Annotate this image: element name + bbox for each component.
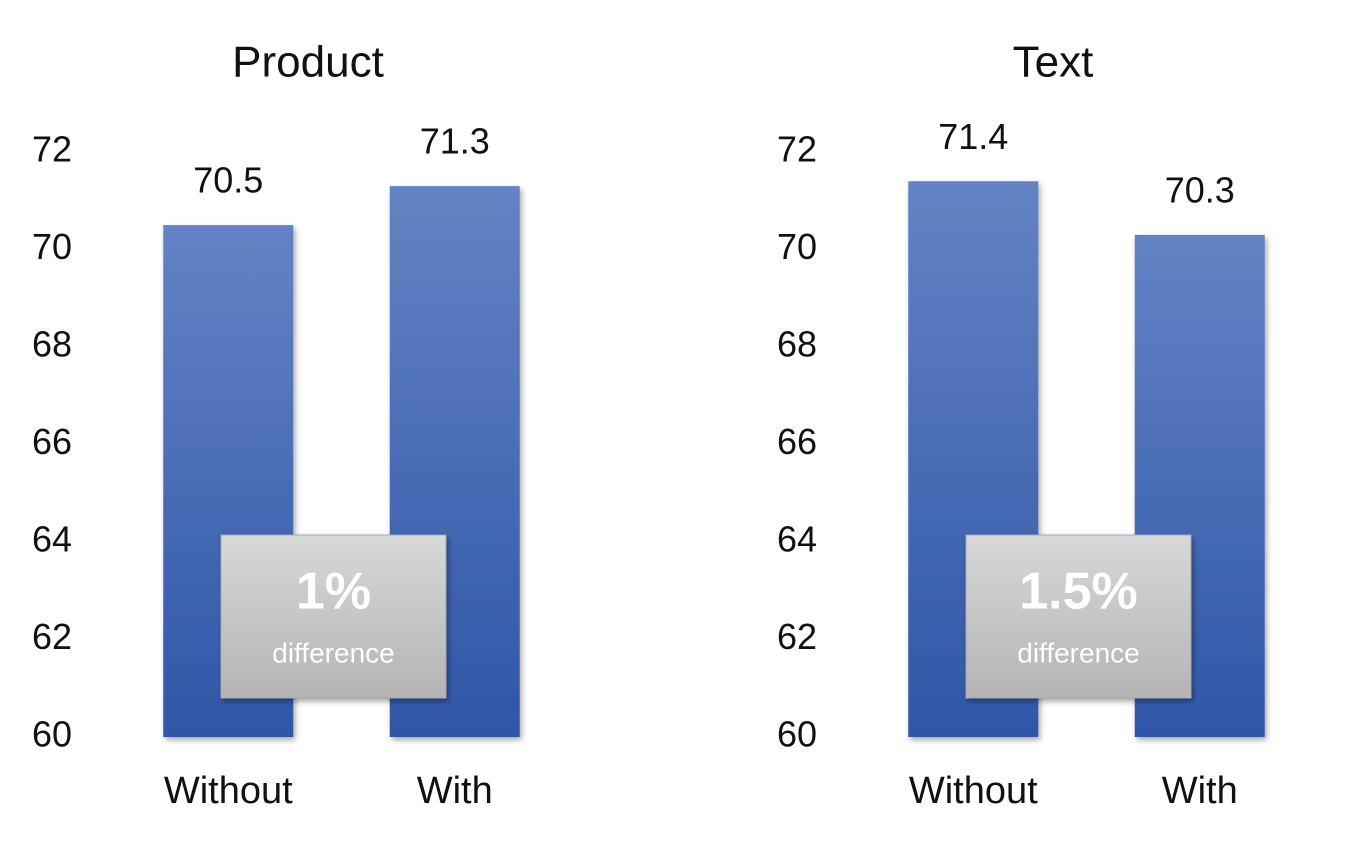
x-tick-label: With [1162,770,1238,812]
annotation-box [965,534,1192,699]
x-tick-label: Without [164,770,293,812]
x-tick-label: Without [909,770,1038,812]
value-label: 71.3 [420,121,490,162]
y-tick-label: 62 [777,616,817,657]
y-tick-label: 70 [777,226,817,267]
x-tick-label: With [417,770,493,812]
y-tick-label: 68 [32,324,72,365]
annotation-label: difference [272,637,394,668]
y-tick-label: 70 [32,226,72,267]
chart-title: Product [232,38,384,87]
annotation-box [220,534,447,699]
y-tick-label: 72 [32,129,72,170]
y-tick-label: 62 [32,616,72,657]
annotation-value: 1% [296,563,371,621]
y-tick-label: 66 [777,421,817,462]
y-tick-label: 66 [32,421,72,462]
y-tick-label: 68 [777,324,817,365]
y-tick-label: 64 [777,519,817,560]
annotation-value: 1.5% [1019,563,1138,621]
y-tick-label: 60 [32,714,72,755]
y-tick-label: 72 [777,129,817,170]
y-tick-label: 60 [777,714,817,755]
value-label: 70.3 [1165,169,1235,210]
chart-title: Text [1013,38,1094,87]
y-tick-label: 64 [32,519,72,560]
value-label: 70.5 [193,160,263,201]
annotation-label: difference [1017,637,1139,668]
value-label: 71.4 [938,116,1008,157]
